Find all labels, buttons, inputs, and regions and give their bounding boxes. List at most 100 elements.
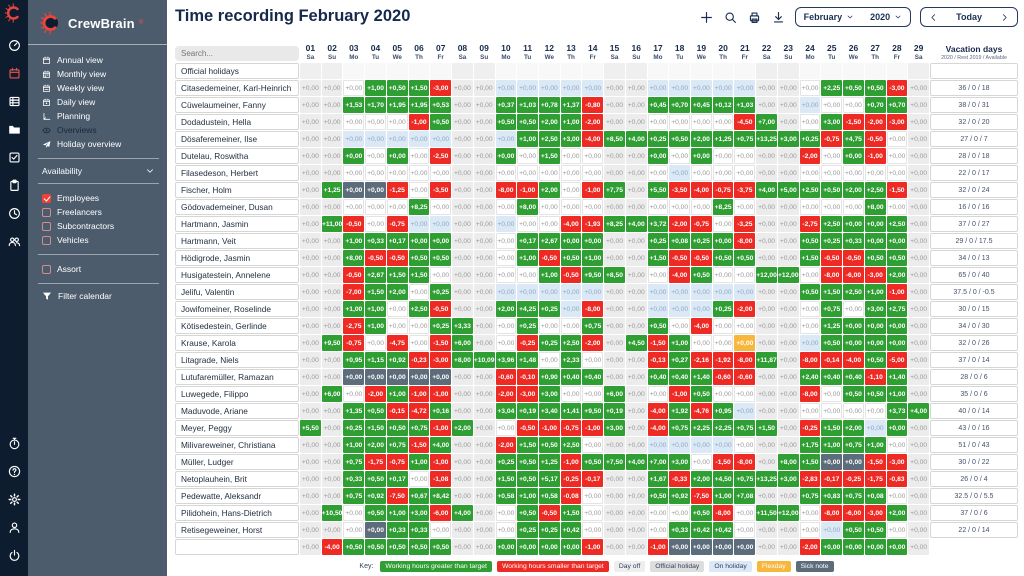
day-cell[interactable]: +1,00 xyxy=(386,505,408,521)
day-cell[interactable]: +0,00 xyxy=(625,420,647,436)
day-cell[interactable]: +1,00 xyxy=(386,386,408,402)
day-cell[interactable]: +0,75 xyxy=(843,437,864,453)
day-cell[interactable]: +0,42 xyxy=(560,522,582,538)
day-cell[interactable]: +0,00 xyxy=(821,454,843,470)
day-cell[interactable]: +0,00 xyxy=(669,199,691,215)
day-cell[interactable]: +2,67 xyxy=(538,233,560,249)
day-cell[interactable]: +0,00 xyxy=(625,403,647,419)
day-cell[interactable]: +0,00 xyxy=(712,165,734,181)
day-cell[interactable]: +12,00 xyxy=(756,267,777,283)
day-cell[interactable]: +0,00 xyxy=(473,505,495,521)
filter-vehicles[interactable]: Vehicles xyxy=(42,233,167,247)
day-cell[interactable]: +0,00 xyxy=(517,80,538,96)
day-cell[interactable]: +0,00 xyxy=(647,284,669,300)
day-cell[interactable]: +0,00 xyxy=(864,233,886,249)
day-cell[interactable]: +0,00 xyxy=(843,148,864,164)
day-cell[interactable]: +1,50 xyxy=(756,420,777,436)
day-cell[interactable]: -7,50 xyxy=(386,488,408,504)
sidebar-item-annual-view[interactable]: Annual view xyxy=(42,53,167,67)
day-cell[interactable]: -4,00 xyxy=(582,131,604,147)
day-cell[interactable]: -3,00 xyxy=(430,352,452,368)
day-cell[interactable]: +0,00 xyxy=(343,386,365,402)
day-cell[interactable]: -4,00 xyxy=(669,267,691,283)
day-cell[interactable]: -0,75 xyxy=(691,216,712,232)
day-cell[interactable]: +0,00 xyxy=(625,233,647,249)
day-cell[interactable]: +0,00 xyxy=(908,182,929,198)
day-cell[interactable]: +0,50 xyxy=(799,284,821,300)
day-cell[interactable]: +0,00 xyxy=(452,539,473,555)
day-cell[interactable]: -1,00 xyxy=(864,148,886,164)
day-cell[interactable]: -0,75 xyxy=(386,216,408,232)
day-cell[interactable]: +0,00 xyxy=(452,97,473,113)
day-cell[interactable]: +0,00 xyxy=(647,148,669,164)
day-cell[interactable]: -4,00 xyxy=(843,352,864,368)
day-cell[interactable]: +0,00 xyxy=(669,437,691,453)
employee-name-cell[interactable]: Müller, Ludger xyxy=(175,454,299,470)
employee-name-cell[interactable]: Gödovademeiner, Dusan xyxy=(175,199,299,215)
day-cell[interactable]: +0,75 xyxy=(734,131,756,147)
day-cell[interactable]: +0,00 xyxy=(452,131,473,147)
day-cell[interactable]: +0,00 xyxy=(756,199,777,215)
day-cell[interactable]: +0,83 xyxy=(821,488,843,504)
day-cell[interactable]: +1,00 xyxy=(582,250,604,266)
day-cell[interactable]: +0,00 xyxy=(604,250,625,266)
day-cell[interactable]: +1,03 xyxy=(734,97,756,113)
day-cell[interactable]: +0,00 xyxy=(452,80,473,96)
day-cell[interactable]: +0,00 xyxy=(560,284,582,300)
day-cell[interactable]: +0,00 xyxy=(300,318,321,334)
day-cell[interactable]: +0,00 xyxy=(321,114,343,130)
employee-name-cell[interactable]: Dutelau, Roswitha xyxy=(175,148,299,164)
employee-name-cell[interactable]: Luwegede, Filippo xyxy=(175,386,299,402)
day-cell[interactable]: +11,00 xyxy=(321,216,343,232)
day-cell[interactable]: +0,00 xyxy=(625,250,647,266)
day-cell[interactable]: +0,00 xyxy=(495,199,517,215)
employee-name-cell[interactable]: Fischer, Holm xyxy=(175,182,299,198)
day-cell[interactable]: +1,25 xyxy=(821,318,843,334)
day-cell[interactable]: +0,50 xyxy=(843,522,864,538)
day-cell[interactable]: +0,00 xyxy=(843,165,864,181)
day-cell[interactable]: +0,00 xyxy=(756,454,777,470)
day-cell[interactable]: +0,95 xyxy=(712,403,734,419)
day-cell[interactable]: -1,00 xyxy=(669,386,691,402)
day-cell[interactable]: +0,00 xyxy=(452,471,473,487)
day-cell[interactable]: +0,00 xyxy=(886,539,908,555)
employee-name-cell[interactable]: Jowifomeiner, Roselinde xyxy=(175,301,299,317)
day-cell[interactable]: +0,00 xyxy=(538,216,560,232)
day-cell[interactable]: +0,00 xyxy=(300,369,321,385)
day-cell[interactable]: +0,00 xyxy=(582,386,604,402)
day-cell[interactable]: -0,60 xyxy=(495,369,517,385)
day-cell[interactable]: +0,00 xyxy=(886,488,908,504)
day-cell[interactable]: -1,93 xyxy=(582,216,604,232)
day-cell[interactable]: -2,00 xyxy=(864,114,886,130)
day-cell[interactable]: +8,00 xyxy=(452,352,473,368)
day-cell[interactable]: +0,00 xyxy=(843,335,864,351)
day-cell[interactable]: +0,00 xyxy=(430,522,452,538)
employee-name-cell[interactable]: Citasedemeiner, Karl-Heinrich xyxy=(175,80,299,96)
day-cell[interactable]: +0,17 xyxy=(386,233,408,249)
day-cell[interactable]: +0,00 xyxy=(712,437,734,453)
day-cell[interactable]: +4,50 xyxy=(625,335,647,351)
day-cell[interactable]: +0,00 xyxy=(300,233,321,249)
day-cell[interactable]: +0,00 xyxy=(300,471,321,487)
day-cell[interactable]: +0,00 xyxy=(777,522,799,538)
day-cell[interactable]: +0,78 xyxy=(538,97,560,113)
day-cell[interactable]: +0,00 xyxy=(495,216,517,232)
day-cell[interactable]: +0,00 xyxy=(821,539,843,555)
day-cell[interactable]: +0,00 xyxy=(430,233,452,249)
day-cell[interactable]: +1,25 xyxy=(538,454,560,470)
day-cell[interactable]: +0,50 xyxy=(386,539,408,555)
day-cell[interactable]: -3,50 xyxy=(430,182,452,198)
day-cell[interactable]: -1,00 xyxy=(582,182,604,198)
day-cell[interactable]: -8,00 xyxy=(799,386,821,402)
day-cell[interactable]: -2,00 xyxy=(799,539,821,555)
day-cell[interactable]: +0,00 xyxy=(799,505,821,521)
day-cell[interactable]: +0,00 xyxy=(560,318,582,334)
day-cell[interactable]: +0,00 xyxy=(321,301,343,317)
previous-period-button[interactable] xyxy=(921,13,946,22)
day-cell[interactable]: +0,00 xyxy=(908,471,929,487)
users-icon[interactable] xyxy=(3,230,25,252)
day-cell[interactable]: +0,00 xyxy=(756,318,777,334)
day-cell[interactable]: +0,00 xyxy=(386,199,408,215)
day-cell[interactable]: +0,00 xyxy=(821,199,843,215)
day-cell[interactable]: +2,67 xyxy=(365,267,386,283)
